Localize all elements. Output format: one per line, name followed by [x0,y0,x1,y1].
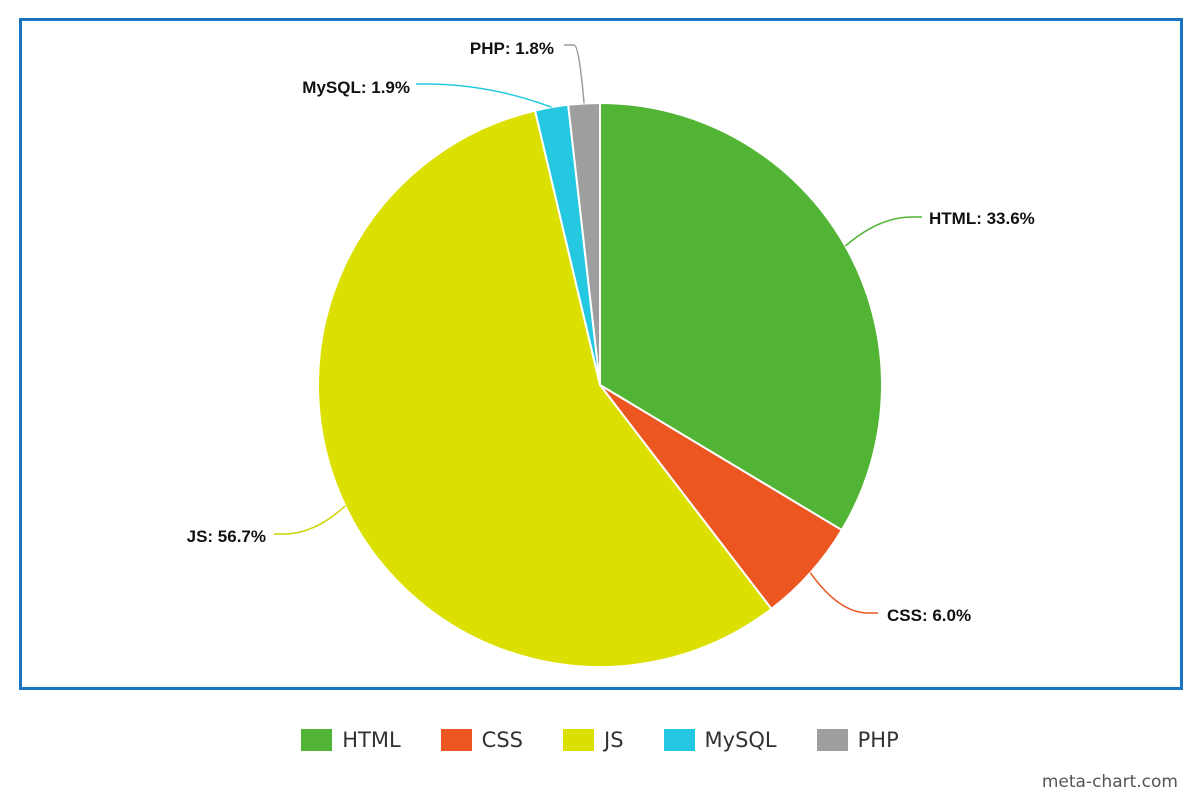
legend-item-php[interactable]: PHP [816,728,899,752]
connector-line-html [844,216,922,247]
data-label-html: HTML: 33.6% [929,209,1035,228]
data-label-js: JS: 56.7% [187,527,266,546]
legend-swatch [301,729,333,751]
pie-slice-js[interactable] [317,109,773,668]
watermark-text: meta-chart.com [1041,772,1178,792]
legend: HTML CSS JS MySQL PHP [0,722,1200,758]
data-label-css: CSS: 6.0% [887,606,971,625]
legend-item-html[interactable]: HTML [301,728,401,752]
connector-line-mysql [416,83,552,108]
legend-label: JS [604,728,624,752]
legend-swatch [663,729,695,751]
pie-slice-html[interactable] [599,102,883,532]
pie-chart: HTML: 33.6% CSS: 6.0% JS: 56.7% MySQL: 1.9%… [187,39,1035,668]
legend-label: HTML [342,728,401,752]
chart-frame: HTML: 33.6% CSS: 6.0% JS: 56.7% MySQL: 1.9%… [19,18,1183,690]
legend-item-css[interactable]: CSS [440,728,523,752]
connector-line-js [274,505,346,535]
legend-item-js[interactable]: JS [563,728,624,752]
legend-swatch [563,729,594,751]
legend-swatch [440,729,472,751]
legend-label: CSS [481,728,523,752]
legend-label: PHP [857,728,899,752]
data-label-mysql: MySQL: 1.9% [302,78,410,97]
legend-swatch [816,729,848,751]
connector-line-php [564,44,585,104]
data-label-php: PHP: 1.8% [470,39,554,58]
legend-label: MySQL [704,728,777,752]
connector-line-css [809,572,878,614]
legend-item-mysql[interactable]: MySQL [663,728,777,752]
